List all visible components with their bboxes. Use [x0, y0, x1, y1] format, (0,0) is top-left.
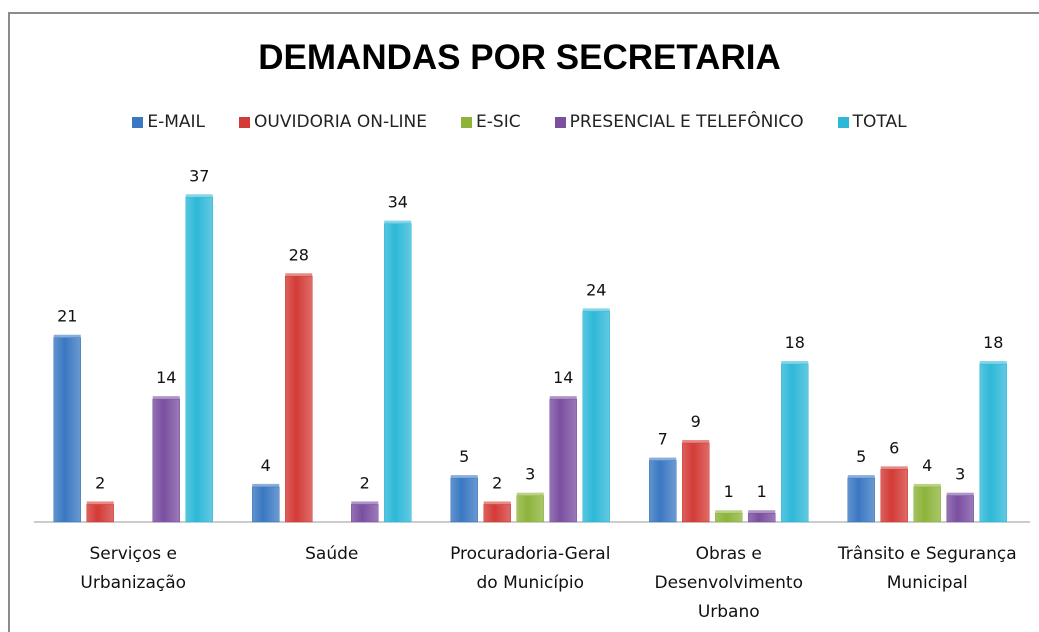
bar-top: [384, 220, 412, 224]
x-tick-label: Procuradoria-Geral do Município: [450, 544, 611, 593]
bar-top: [582, 308, 610, 312]
data-label: 2: [95, 473, 105, 492]
data-label: 2: [360, 473, 370, 492]
bar: [715, 512, 743, 523]
legend-item: TOTAL: [837, 112, 907, 132]
bar: [86, 504, 114, 523]
bar-top: [880, 466, 908, 470]
x-tick-label: Obras e Desenvolvimento Urbano: [654, 544, 803, 622]
legend-label: E-SIC: [476, 112, 521, 132]
data-label: 18: [785, 333, 805, 352]
bar-top: [53, 334, 81, 338]
bar: [351, 504, 379, 523]
bar: [781, 363, 809, 523]
data-label: 5: [856, 447, 866, 466]
chart-title: DEMANDAS POR SECRETARIA: [258, 38, 781, 77]
bar-top: [913, 483, 941, 487]
data-label: 4: [261, 456, 271, 475]
legend-swatch: [554, 116, 566, 128]
legend-item: E-MAIL: [132, 112, 205, 132]
bar: [384, 223, 412, 523]
bar-top: [351, 501, 379, 505]
data-label: 3: [525, 465, 535, 484]
legend-item: E-SIC: [461, 112, 521, 132]
data-label: 37: [189, 166, 209, 185]
bar-top: [483, 501, 511, 505]
bar-top: [516, 492, 544, 496]
bar-top: [748, 510, 776, 514]
bar: [285, 276, 313, 523]
bar: [913, 486, 941, 523]
bar-top: [450, 475, 478, 479]
legend-swatch: [132, 116, 144, 128]
x-tick-label: Saúde: [305, 544, 359, 564]
bar: [516, 495, 544, 523]
data-label: 2: [492, 473, 502, 492]
legend-label: E-MAIL: [147, 112, 206, 132]
bar-top: [781, 361, 809, 365]
legend-swatch: [239, 116, 251, 128]
data-label: 18: [983, 333, 1003, 352]
bar: [483, 504, 511, 523]
data-label: 21: [57, 307, 77, 326]
data-label: 14: [553, 368, 573, 387]
bar: [880, 469, 908, 523]
bar: [946, 495, 974, 523]
chart-frame: [8, 12, 1039, 632]
bar: [549, 398, 577, 523]
legend-swatch: [461, 116, 473, 128]
x-tick-label: Trânsito e Segurança Municipal: [837, 544, 1017, 593]
data-label: 5: [459, 447, 469, 466]
bar-top: [946, 492, 974, 496]
bar-top: [185, 194, 213, 198]
bar-top: [847, 475, 875, 479]
bar-top: [979, 361, 1007, 365]
bar: [152, 398, 180, 523]
legend-label: OUVIDORIA ON-LINE: [254, 112, 428, 132]
bar: [185, 197, 213, 523]
bar-top: [252, 483, 280, 487]
bar: [53, 337, 81, 523]
bar-top: [86, 501, 114, 505]
bar: [682, 442, 710, 523]
bar-top: [152, 396, 180, 400]
bar: [649, 460, 677, 523]
bar: [979, 363, 1007, 523]
bar-top: [285, 273, 313, 277]
bar: [252, 486, 280, 523]
bar: [847, 477, 875, 523]
legend: E-MAIL OUVIDORIA ON-LINE E-SIC PRESENCIAL E…: [0, 112, 1039, 132]
bar: [450, 477, 478, 523]
bar-top: [715, 510, 743, 514]
data-label: 6: [889, 438, 899, 457]
data-label: 7: [658, 430, 668, 449]
legend-swatch: [837, 116, 849, 128]
legend-item: PRESENCIAL E TELEFÔNICO: [554, 112, 804, 132]
legend-label: TOTAL: [852, 112, 907, 132]
data-label: 24: [586, 280, 606, 299]
data-label: 34: [388, 193, 408, 212]
x-tick-label: Serviços e Urbanização: [80, 544, 187, 593]
bar-top: [682, 440, 710, 444]
data-label: 14: [156, 368, 176, 387]
legend-label: PRESENCIAL E TELEFÔNICO: [569, 112, 804, 132]
data-label: 9: [691, 412, 701, 431]
data-label: 28: [289, 245, 309, 264]
bar: [582, 311, 610, 523]
bar: [748, 512, 776, 523]
data-label: 4: [922, 456, 932, 475]
bar-top: [549, 396, 577, 400]
data-label: 3: [955, 465, 965, 484]
legend-item: OUVIDORIA ON-LINE: [239, 112, 427, 132]
data-label: 1: [724, 482, 734, 501]
data-label: 1: [757, 482, 767, 501]
bar-top: [649, 457, 677, 461]
